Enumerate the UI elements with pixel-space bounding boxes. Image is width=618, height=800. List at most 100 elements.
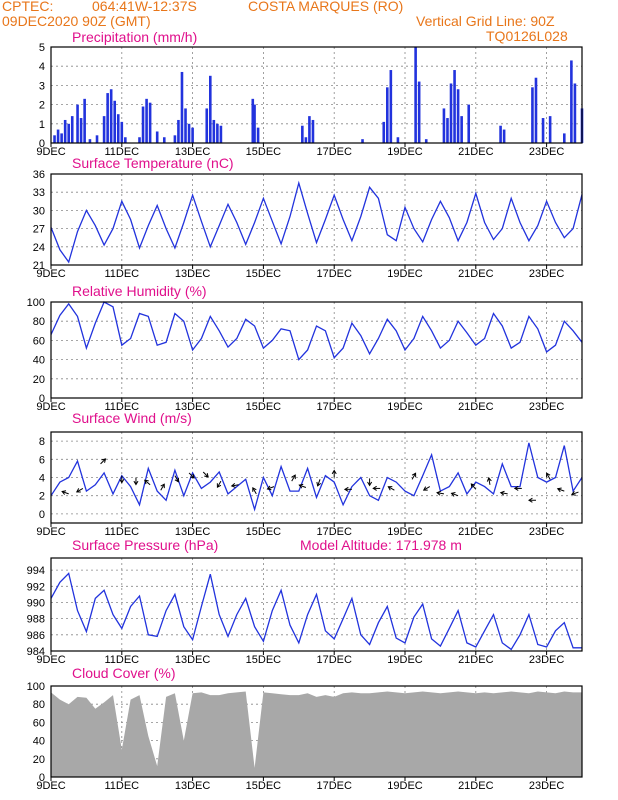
x-tick-label: 9DEC: [36, 146, 65, 158]
wind-arrow-head: [331, 469, 337, 475]
precip-bar: [177, 119, 180, 143]
panel-title: Surface Temperature (nC): [72, 155, 234, 171]
wind-arrow-head: [291, 474, 296, 480]
series-line: [50, 301, 583, 361]
y-tick-label: 20: [33, 754, 45, 766]
panel-frame: [50, 301, 583, 399]
precip-bar: [449, 83, 453, 143]
wind-arrow-head: [513, 485, 519, 491]
precip-bar: [148, 102, 152, 143]
y-tick-label: 5: [39, 42, 45, 54]
wind-arrow-shaft: [436, 492, 445, 495]
header-model-id: TQ0126L028: [486, 28, 568, 44]
wind-arrow-head: [190, 473, 195, 479]
header-location: COSTA MARQUES (RO): [248, 0, 404, 14]
x-tick-label: 21DEC: [458, 526, 494, 538]
y-tick-label: 20: [33, 374, 45, 386]
y-tick-label: 6: [39, 454, 45, 466]
precip-bar: [311, 119, 315, 143]
x-tick-label: 19DEC: [387, 401, 423, 413]
wind-arrow-head: [75, 488, 81, 493]
precip-bar: [467, 104, 471, 143]
precip-bar: [60, 133, 63, 143]
x-tick-label: 23DEC: [529, 268, 565, 280]
x-tick-label: 19DEC: [387, 146, 423, 158]
precip-bar: [205, 108, 209, 143]
y-tick-label: 80: [33, 316, 45, 328]
x-tick-label: 21DEC: [458, 654, 494, 666]
x-tick-label: 19DEC: [387, 526, 423, 538]
precip-bar: [116, 114, 120, 143]
precip-bar: [141, 106, 145, 143]
y-tick-label: 992: [27, 581, 45, 593]
wind-arrow-shaft: [144, 479, 151, 486]
precip-bar: [386, 87, 389, 143]
wind-arrow-shaft: [174, 475, 179, 482]
precip-bar: [120, 121, 124, 143]
x-tick-label: 23DEC: [529, 146, 565, 158]
precip-bar: [417, 81, 421, 143]
precip-bar: [145, 98, 148, 143]
y-tick-label: 30: [33, 205, 45, 217]
wind-arrow-head: [298, 483, 304, 489]
precip-bar: [216, 123, 219, 143]
wind-arrow-head: [367, 481, 373, 487]
precip-bar: [460, 116, 463, 143]
wind-arrow-head: [411, 472, 417, 478]
series-line: [50, 180, 583, 264]
y-tick-label: 984: [27, 646, 45, 658]
precip-bar: [79, 118, 83, 143]
wind-arrow-head: [266, 485, 272, 491]
y-tick-label: 60: [33, 335, 45, 347]
x-tick-label: 17DEC: [316, 654, 352, 666]
wind-arrow-head: [216, 483, 222, 489]
wind-arrow-head: [133, 480, 139, 486]
wind-arrow-head: [204, 472, 209, 478]
x-tick-label: 17DEC: [316, 526, 352, 538]
precip-bar: [541, 118, 545, 143]
x-tick-label: 13DEC: [175, 268, 211, 280]
wind-arrow-head: [119, 478, 125, 484]
precip-bar: [109, 89, 113, 143]
wind-arrow-head: [546, 472, 551, 478]
wind-arrow-shaft: [571, 491, 579, 495]
precip-bar: [180, 71, 184, 143]
wind-arrow-shaft: [488, 477, 491, 485]
y-tick-label: 60: [33, 717, 45, 729]
y-tick-label: 0: [39, 138, 45, 150]
precip-bar: [162, 137, 166, 143]
wind-arrow-head: [61, 490, 67, 495]
x-tick-label: 9DEC: [36, 526, 65, 538]
x-tick-label: 19DEC: [387, 268, 423, 280]
panel-frame: [50, 46, 583, 144]
y-tick-label: 80: [33, 699, 45, 711]
wind-arrow-shaft: [100, 458, 106, 465]
y-tick-label: 40: [33, 736, 45, 748]
wind-arrow-head: [486, 476, 492, 482]
precip-bar: [446, 118, 449, 143]
precip-bar: [124, 137, 127, 143]
precip-bar: [531, 87, 534, 143]
x-tick-label: 13DEC: [175, 401, 211, 413]
x-tick-label: 15DEC: [246, 780, 282, 792]
x-tick-label: 19DEC: [387, 654, 423, 666]
y-tick-label: 0: [39, 393, 45, 405]
wind-arrow-shaft: [160, 483, 165, 491]
x-tick-label: 11DEC: [104, 654, 139, 666]
precip-bar: [256, 127, 260, 143]
x-tick-label: 9DEC: [36, 780, 65, 792]
wind-arrow-head: [436, 490, 441, 496]
panel-title: Relative Humidity (%): [72, 283, 207, 299]
precip-bar: [502, 129, 506, 143]
precip-bar: [63, 119, 67, 143]
precip-bar: [102, 116, 106, 143]
precip-bar: [70, 116, 74, 143]
wind-arrow-shaft: [557, 488, 565, 492]
precip-bar: [83, 98, 86, 143]
wind-arrow-shaft: [546, 473, 551, 480]
wind-arrow-shaft: [252, 487, 257, 495]
precip-bar: [184, 108, 187, 143]
y-tick-label: 2: [39, 100, 45, 112]
precip-bar: [304, 137, 308, 143]
precip-bar: [56, 129, 60, 143]
